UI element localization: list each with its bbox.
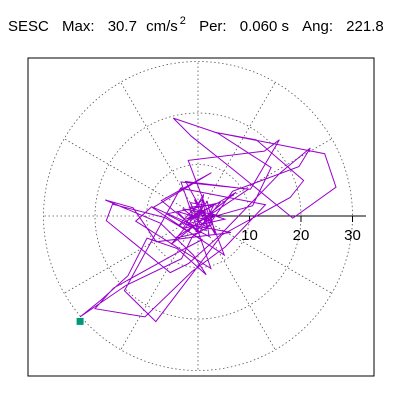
plot-frame: [27, 57, 375, 377]
angle-value: 221.8: [346, 18, 384, 35]
max-unit-exponent: 2: [179, 15, 186, 27]
tick-label: 30: [344, 227, 361, 244]
tick-label: 10: [241, 227, 258, 244]
chart-header: SESC Max: 30.7 cm/s 2 Per: 0.060 s Ang: 2…: [8, 14, 384, 40]
acceleration-trace: [79, 117, 337, 323]
grid-spoke: [197, 215, 276, 351]
tick-label: 20: [293, 227, 310, 244]
angle-label: Ang:: [302, 18, 333, 35]
grid-spoke: [197, 215, 333, 294]
max-label: Max:: [62, 18, 95, 35]
grid-spoke: [63, 215, 199, 294]
max-unit: cm/s: [146, 18, 178, 35]
max-marker: [76, 317, 84, 325]
grid-spoke: [197, 81, 276, 217]
max-value: 30.7: [107, 18, 137, 35]
grid-spoke: [120, 215, 199, 351]
grid-spoke: [120, 81, 199, 217]
period-label: Per:: [199, 18, 227, 35]
period-value: 0.060 s: [239, 18, 289, 35]
grid-spoke: [197, 138, 333, 217]
grid-spoke: [63, 138, 199, 217]
station-code: SESC: [8, 18, 49, 35]
radial-axis: 10 20 30: [198, 215, 366, 244]
